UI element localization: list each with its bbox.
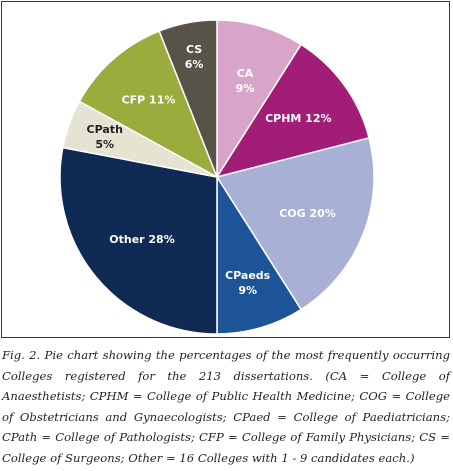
- pie-chart: CA 9% CPHM 12% COG 20% CPaeds 9% Other 28% CPat…: [59, 19, 375, 335]
- pie-slice-cog: [215, 137, 375, 311]
- slice-label-cpath: CPath 5%: [87, 123, 123, 151]
- figure-caption: Fig. 2. Pie chart showing the percentage…: [2, 348, 450, 465]
- slice-label-cpaeds: CPaeds 9%: [225, 269, 271, 297]
- slice-label-cs: CS 6%: [185, 43, 204, 71]
- pie-slice-cphm: [215, 43, 370, 179]
- slice-label-other: Other 28%: [109, 233, 174, 246]
- pie-slice-cpaeds: [216, 174, 303, 335]
- pie-slice-ca: [216, 19, 303, 180]
- pie-slice-cs: [158, 19, 218, 178]
- slice-label-cphm: CPHM 12%: [265, 112, 331, 125]
- slice-label-cog: COG 20%: [279, 207, 336, 220]
- figure-frame: CA 9% CPHM 12% COG 20% CPaeds 9% Other 28% CPat…: [1, 1, 450, 338]
- slice-label-ca: CA 9%: [236, 67, 255, 95]
- pie-slice-other: [59, 146, 218, 335]
- pie-slice-cfp: [78, 30, 219, 179]
- slice-label-cfp: CFP 11%: [122, 93, 176, 106]
